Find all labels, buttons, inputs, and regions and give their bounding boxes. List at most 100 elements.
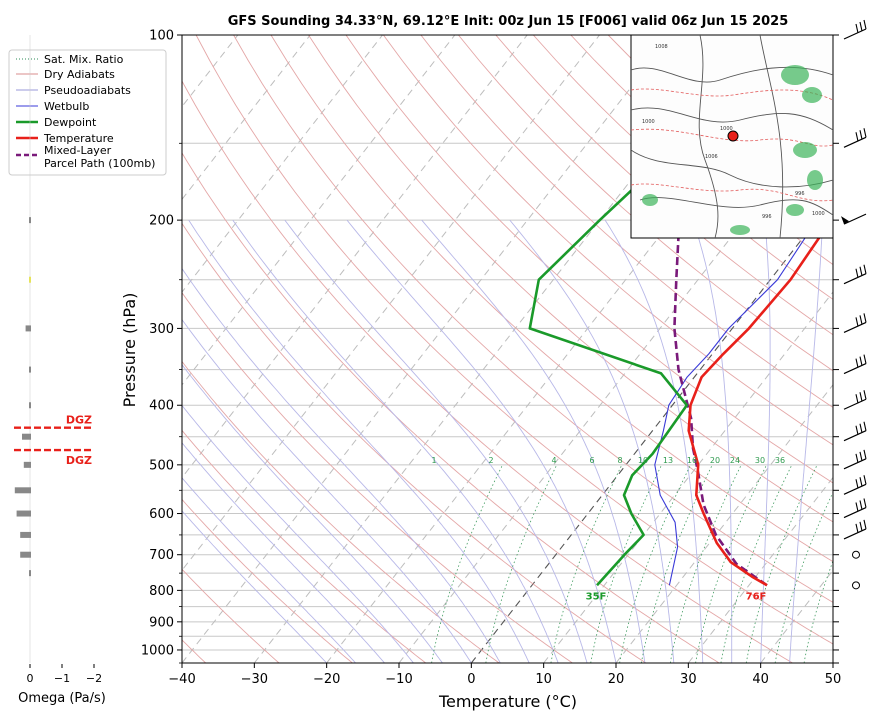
omega-bar [29, 367, 31, 373]
barb-flag [864, 499, 866, 508]
barb-flag [860, 522, 862, 531]
wind-barb [844, 20, 866, 39]
legend-label: Mixed-Layer [44, 144, 112, 157]
wind-barb [844, 475, 866, 494]
mixing-ratio-label: 16 [687, 456, 697, 465]
mixing-ratio-label: 6 [589, 456, 594, 465]
omega-bar [29, 570, 31, 576]
wind-barb [844, 390, 866, 409]
y-tick-label: 500 [149, 458, 174, 473]
barb-flag [860, 501, 862, 510]
barb-flag [856, 394, 858, 403]
mixing-ratio-line [746, 465, 817, 663]
y-axis-label: Pressure (hPa) [120, 293, 139, 408]
map-contour-label: 996 [762, 214, 772, 220]
mixing-ratio-label: 36 [775, 456, 785, 465]
mixing-ratio-line [775, 465, 846, 663]
x-tick-label: −40 [168, 672, 195, 687]
barb-staff [844, 214, 866, 224]
map-precip-area [642, 194, 658, 206]
pseudoadiabat [790, 220, 823, 663]
pseudoadiabat [88, 220, 443, 663]
barb-flag [864, 520, 866, 529]
omega-bar [26, 325, 31, 331]
surface-temp-label: 76F [746, 591, 767, 602]
barb-flag [864, 450, 866, 459]
barb-flag [864, 313, 866, 322]
barb-flag [856, 317, 858, 326]
x-tick-label: 10 [535, 672, 552, 687]
wind-barb [844, 128, 866, 147]
barb-staff [844, 529, 866, 539]
dgz-label-upper: DGZ [66, 414, 92, 427]
omega-tick-label: −1 [54, 672, 70, 685]
barb-flag [856, 503, 858, 512]
barb-staff [844, 431, 866, 441]
omega-bar [24, 462, 31, 468]
map-contour-label: 1008 [655, 44, 668, 50]
map-precip-area [793, 142, 817, 158]
legend-label: Dry Adiabats [44, 68, 115, 81]
map-contour-label: 1006 [705, 154, 718, 160]
y-tick-label: 100 [149, 29, 174, 44]
barb-flag [856, 426, 858, 435]
mixing-ratio-label: 30 [755, 456, 765, 465]
omega-bar [29, 402, 31, 408]
map-contour-label: 1000 [812, 211, 825, 217]
barb-flag [860, 22, 862, 31]
pseudoadiabat [61, 220, 414, 663]
barb-flag [856, 359, 858, 368]
barb-flag [864, 20, 866, 29]
barb-staff [844, 459, 866, 469]
mixing-ratio-label: 8 [617, 456, 622, 465]
x-tick-label: −30 [241, 672, 268, 687]
barb-flag [860, 392, 862, 401]
wind-barb [844, 355, 866, 374]
y-tick-label: 300 [149, 322, 174, 337]
y-tick-label: 800 [149, 584, 174, 599]
barb-staff [844, 137, 866, 147]
barb-flag [860, 315, 862, 324]
barb-flag [864, 475, 866, 484]
x-tick-label: −10 [385, 672, 412, 687]
mixing-ratio-label: 2 [488, 456, 493, 465]
wind-barb [844, 313, 866, 332]
omega-bar [20, 532, 31, 538]
isotherm [182, 35, 672, 663]
omega-tick-label: −2 [86, 672, 102, 685]
map-precip-area [802, 87, 822, 103]
barb-flag [856, 524, 858, 533]
wind-barbs [841, 20, 866, 589]
barb-flag [864, 422, 866, 431]
pseudoadiabat [285, 220, 587, 663]
barb-flag [856, 269, 858, 278]
surface-dewpoint-label: 35F [586, 591, 607, 602]
isotherm [110, 35, 600, 663]
chart-title: GFS Sounding 34.33°N, 69.12°E Init: 00z … [228, 14, 789, 29]
mixing-ratio-label: 4 [551, 456, 556, 465]
omega-bar [29, 277, 31, 283]
y-tick-label: 200 [149, 214, 174, 229]
mixing-ratio-line [432, 465, 503, 663]
omega-tick-label: 0 [27, 672, 34, 685]
x-axis-label: Temperature (°C) [438, 692, 577, 711]
barb-flag [864, 128, 866, 137]
map-precip-area [781, 65, 809, 85]
pseudoadiabat [422, 220, 645, 663]
barb-flag [860, 357, 862, 366]
barb-staff [844, 484, 866, 494]
barb-staff [844, 322, 866, 332]
wind-barb-calm [853, 582, 860, 589]
y-tick-label: 600 [149, 507, 174, 522]
map-precip-area [786, 204, 804, 216]
x-tick-label: 30 [680, 672, 697, 687]
mixing-ratio-line [620, 465, 691, 663]
omega-axis-label: Omega (Pa/s) [18, 691, 106, 706]
location-marker [728, 131, 738, 141]
mixing-ratio-label: 1 [431, 456, 436, 465]
x-tick-label: −20 [313, 672, 340, 687]
y-tick-label: 1000 [141, 643, 174, 658]
